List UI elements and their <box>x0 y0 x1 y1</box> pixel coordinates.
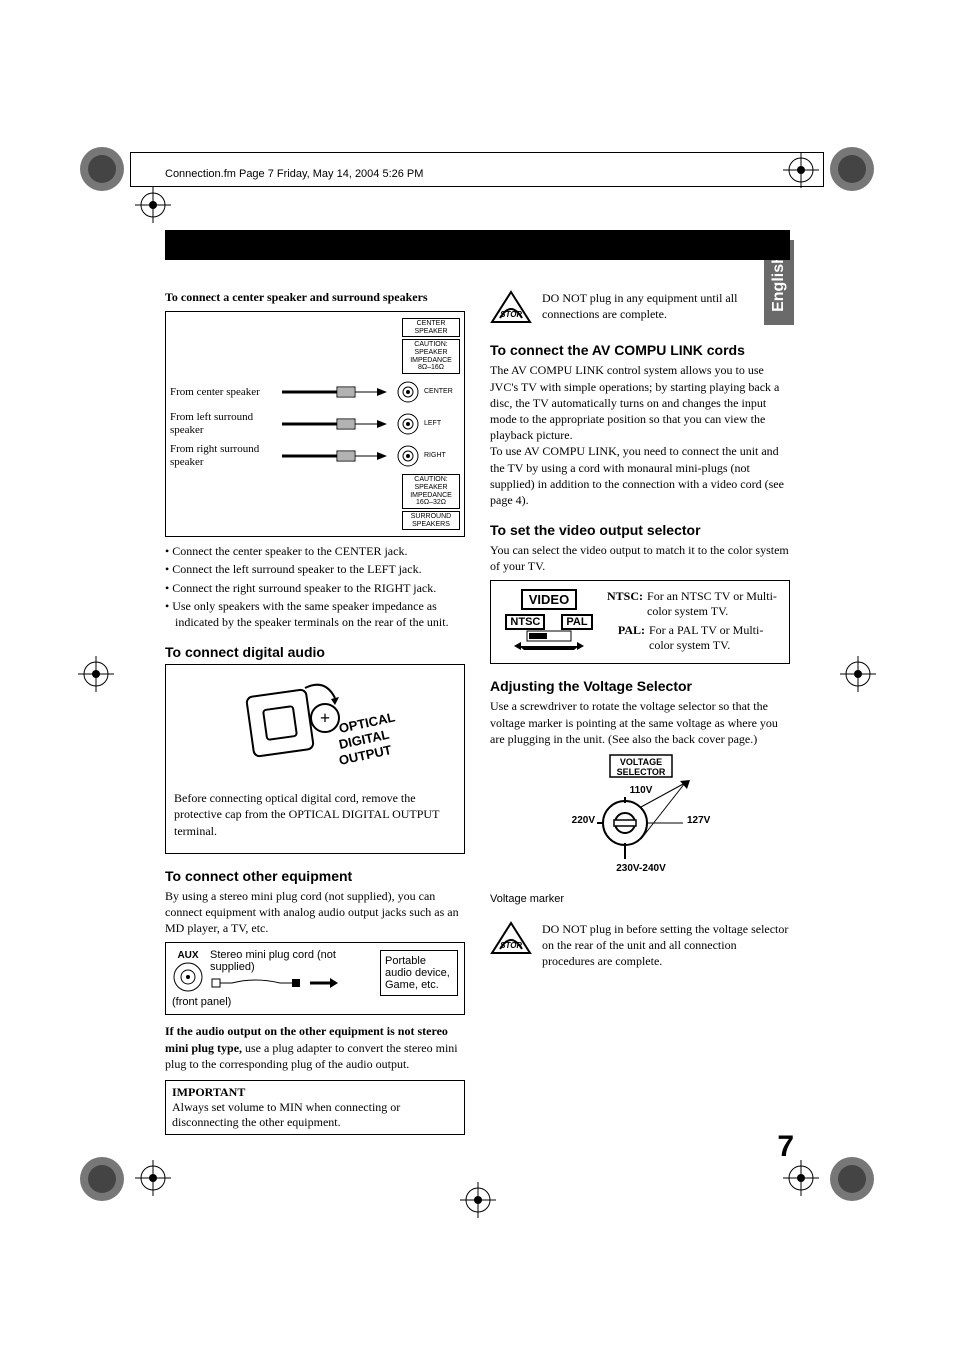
svg-text:+: + <box>320 708 330 728</box>
right-column: STOP DO NOT plug in any equipment until … <box>490 290 790 1135</box>
corner-blob <box>828 145 876 193</box>
header-bar <box>165 230 790 260</box>
jack-icon <box>396 444 420 468</box>
from-center-label: From center speaker <box>170 386 278 399</box>
center-speaker-label: CENTER SPEAKER <box>402 318 460 337</box>
cable-icon <box>282 385 392 399</box>
right-jack-label: RIGHT <box>424 452 446 460</box>
svg-text:SELECTOR: SELECTOR <box>617 767 666 777</box>
other-equipment-title: To connect other equipment <box>165 868 465 884</box>
jack-icon <box>396 380 420 404</box>
surround-speakers-label: SURROUND SPEAKERS <box>402 511 460 530</box>
corner-blob <box>828 1155 876 1203</box>
page-number: 7 <box>777 1130 794 1164</box>
corner-blob <box>78 1155 126 1203</box>
ntsc-label: NTSC <box>505 614 545 630</box>
aux-diagram: AUX Stereo mini plug cord (not supplied)… <box>165 942 465 1015</box>
svg-text:110V: 110V <box>630 785 653 796</box>
stop-warning-2: STOP DO NOT plug in before setting the v… <box>490 921 790 976</box>
pal-def-text: For a PAL TV or Multi-color system TV. <box>649 623 781 653</box>
registration-mark <box>460 1182 496 1218</box>
registration-mark <box>840 656 876 692</box>
video-box-label: VIDEO <box>521 589 577 610</box>
bullet-right: • Connect the right surround speaker to … <box>165 580 465 596</box>
stop-warning-1: STOP DO NOT plug in any equipment until … <box>490 290 790 328</box>
main-content: To connect a center speaker and surround… <box>165 290 790 1135</box>
surround-title: To connect a center speaker and surround… <box>165 290 465 305</box>
jack-icon <box>396 412 420 436</box>
registration-mark <box>783 1160 819 1196</box>
bullet-center: • Connect the center speaker to the CENT… <box>165 543 465 559</box>
voltage-title: Adjusting the Voltage Selector <box>490 678 790 694</box>
aux-jack-icon <box>172 961 204 993</box>
voltage-body: Use a screwdriver to rotate the voltage … <box>490 698 790 747</box>
left-jack-label: LEFT <box>424 420 441 428</box>
bullet-impedance: • Use only speakers with the same speake… <box>165 598 465 630</box>
svg-text:VOLTAGE: VOLTAGE <box>620 757 662 767</box>
video-selector-body: You can select the video output to match… <box>490 542 790 574</box>
optical-diagram: + OPTICAL DIGITAL OUTPUT Before connecti… <box>165 664 465 854</box>
ntsc-def-text: For an NTSC TV or Multi-color system TV. <box>647 589 781 619</box>
optical-note: Before connecting optical digital cord, … <box>174 790 456 839</box>
center-jack-label: CENTER <box>424 388 453 396</box>
svg-text:127V: 127V <box>687 815 711 826</box>
registration-mark <box>78 656 114 692</box>
device-label: Portable audio device, Game, etc. <box>380 950 458 996</box>
front-panel-label: (front panel) <box>172 996 458 1008</box>
left-column: To connect a center speaker and surround… <box>165 290 465 1135</box>
file-footer: Connection.fm Page 7 Friday, May 14, 200… <box>165 168 423 180</box>
pal-label: PAL <box>561 614 592 630</box>
bullet-left: • Connect the left surround speaker to t… <box>165 561 465 577</box>
svg-text:220V: 220V <box>572 815 596 826</box>
mini-plug-icon <box>210 973 340 993</box>
cable-icon <box>282 417 392 431</box>
av-compu-link-title: To connect the AV COMPU LINK cords <box>490 342 790 358</box>
voltage-marker-label: Voltage marker <box>490 893 790 905</box>
voltage-diagram: VOLTAGE SELECTOR 110V 220V 127V 230V-240… <box>490 753 790 887</box>
stop-icon: STOP <box>490 921 532 955</box>
pal-def-label: PAL: <box>607 623 645 653</box>
aux-label: AUX <box>172 950 204 961</box>
important-box: IMPORTANT Always set volume to MIN when … <box>165 1080 465 1135</box>
cord-label: Stereo mini plug cord (not supplied) <box>210 949 374 973</box>
video-selector-title: To set the video output selector <box>490 522 790 538</box>
video-selector-diagram: VIDEO NTSC PAL NTSC:For an NTSC TV or Mu… <box>490 580 790 664</box>
stop-text-1: DO NOT plug in any equipment until all c… <box>542 290 790 322</box>
cable-icon <box>282 449 392 463</box>
stop-text-2: DO NOT plug in before setting the voltag… <box>542 921 790 970</box>
svg-text:STOP: STOP <box>500 941 522 950</box>
digital-audio-title: To connect digital audio <box>165 644 465 660</box>
stop-icon: STOP <box>490 290 532 324</box>
registration-mark <box>135 1160 171 1196</box>
svg-text:230V-240V: 230V-240V <box>616 863 666 874</box>
av-compu-link-body: The AV COMPU LINK control system allows … <box>490 362 790 508</box>
from-left-label: From left surround speaker <box>170 411 278 437</box>
from-right-label: From right surround speaker <box>170 443 278 469</box>
plug-type-note: If the audio output on the other equipme… <box>165 1023 465 1072</box>
slider-icon <box>509 629 589 651</box>
speaker-diagram: CENTER SPEAKER CAUTION: SPEAKER IMPEDANC… <box>165 311 465 537</box>
corner-blob <box>78 145 126 193</box>
registration-mark <box>135 187 171 223</box>
other-equipment-body: By using a stereo mini plug cord (not su… <box>165 888 465 937</box>
ntsc-def-label: NTSC: <box>607 589 643 619</box>
svg-text:STOP: STOP <box>500 310 522 319</box>
